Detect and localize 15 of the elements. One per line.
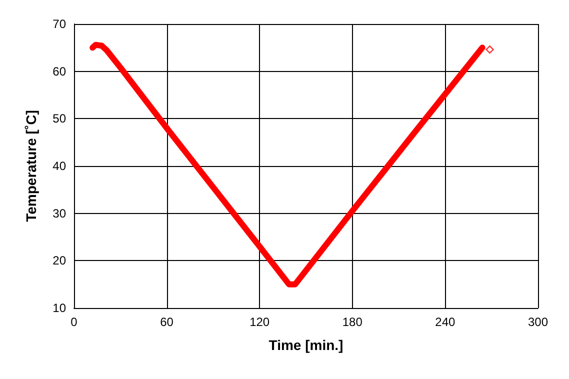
- y-tick-label: 10: [52, 301, 66, 315]
- y-tick-label: 50: [52, 112, 66, 126]
- y-tick-label: 70: [52, 17, 66, 31]
- y-tick-label: 30: [52, 206, 66, 220]
- y-tick-label: 60: [52, 64, 66, 78]
- x-tick-label: 180: [342, 315, 363, 329]
- x-tick-label: 120: [250, 315, 270, 329]
- x-tick-label: 300: [528, 315, 548, 329]
- x-tick-label: 240: [435, 315, 456, 329]
- y-axis-title: Temperature [˚C]: [23, 110, 39, 222]
- y-tick-label: 20: [52, 254, 66, 268]
- x-tick-label: 60: [160, 315, 174, 329]
- x-tick-label: 0: [70, 315, 78, 329]
- x-axis-title: Time [min.]: [268, 337, 344, 353]
- y-tick-label: 40: [52, 159, 66, 173]
